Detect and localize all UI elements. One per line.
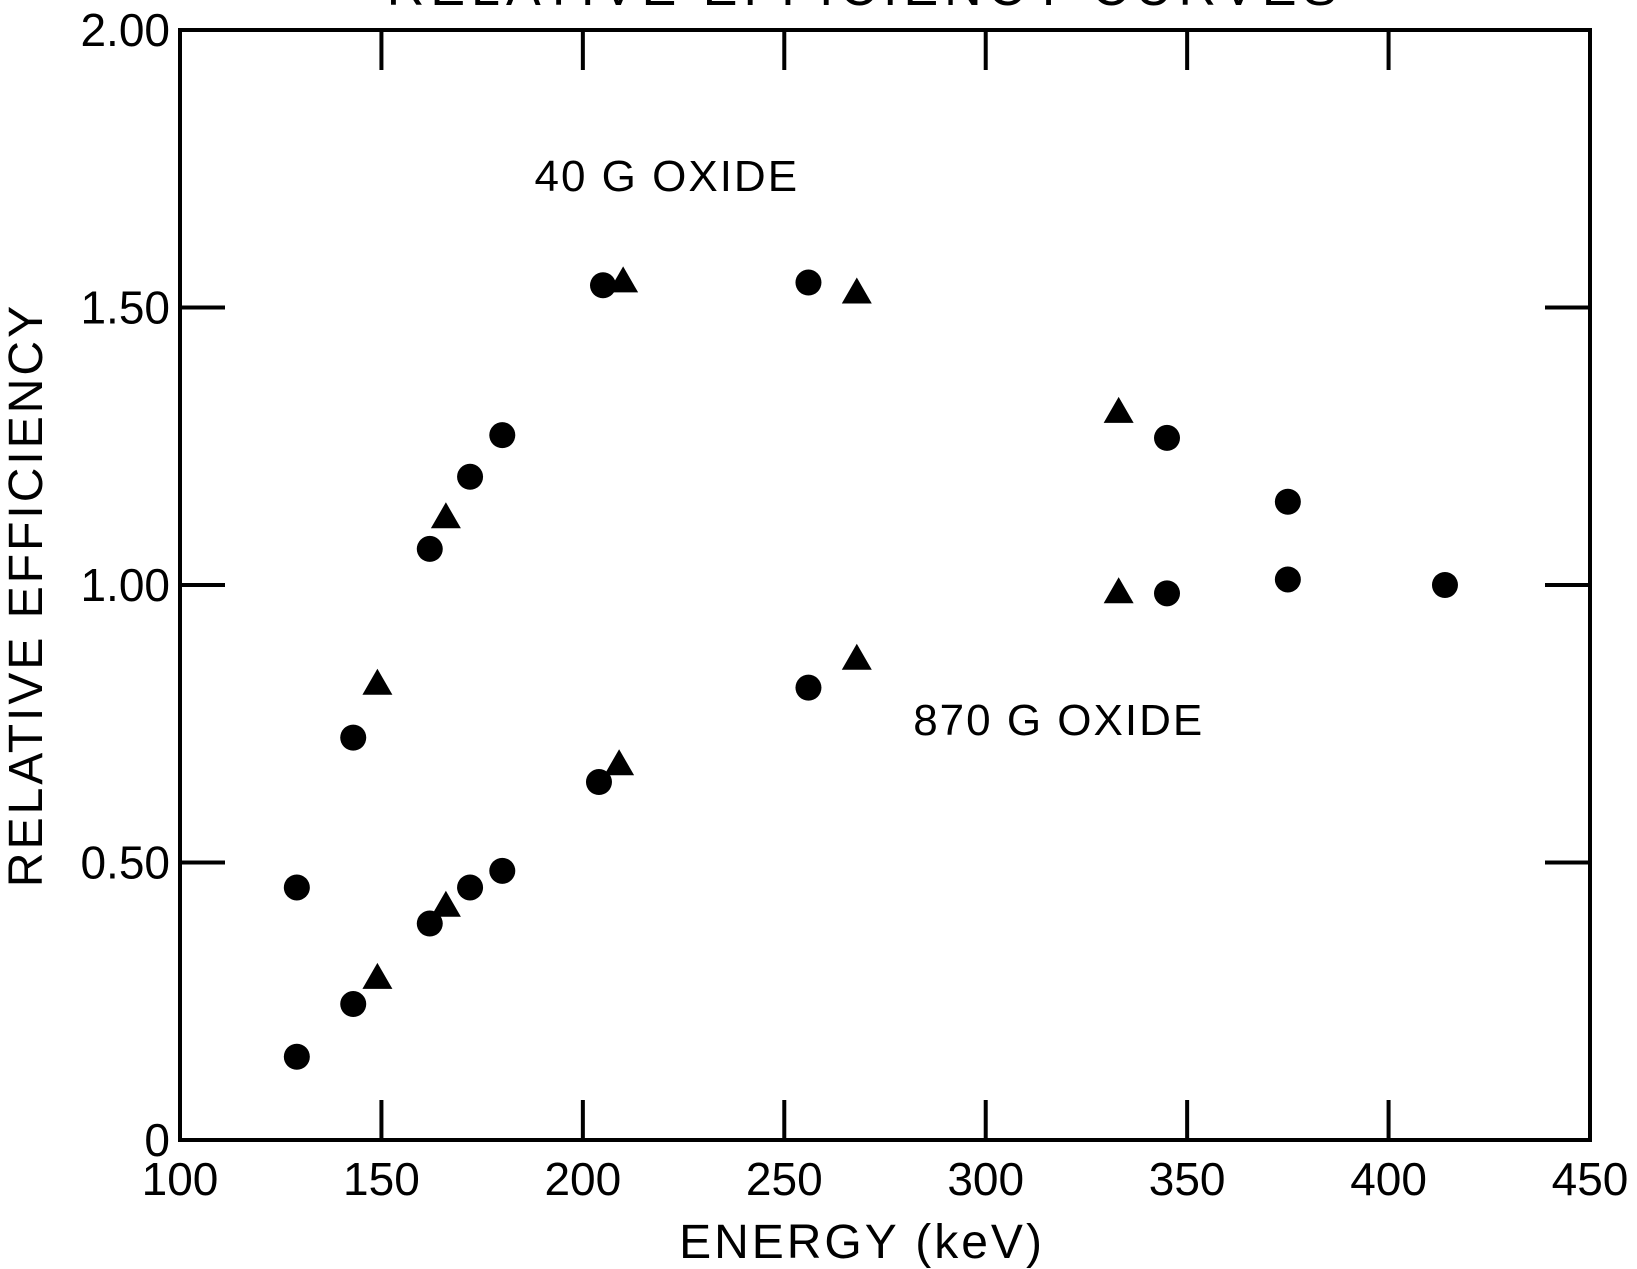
x-tick-label: 350 (1149, 1153, 1226, 1205)
triangle-point (362, 962, 393, 989)
triangle-point (604, 749, 635, 776)
x-tick-label: 450 (1552, 1153, 1629, 1205)
y-tick-label: 0.50 (80, 837, 170, 889)
x-tick-label: 100 (142, 1153, 219, 1205)
circle-point (416, 535, 443, 562)
circle-point (283, 1043, 310, 1070)
circle-point (1154, 424, 1180, 451)
x-tick-label: 250 (746, 1153, 823, 1205)
circle-point (590, 272, 616, 299)
x-tick-label: 200 (544, 1153, 621, 1205)
data-points (283, 266, 1458, 1070)
circle-point (795, 269, 822, 296)
triangle-point (608, 266, 639, 293)
circle-point (1431, 572, 1458, 598)
circle-point (416, 910, 443, 937)
series-annotation: 40 G OXIDE (535, 152, 800, 201)
x-tick-label: 150 (343, 1153, 420, 1205)
circle-point (340, 991, 367, 1018)
plot-frame (178, 28, 1592, 1142)
circle-point (489, 857, 516, 884)
circle-point (489, 422, 516, 449)
y-tick-label: 1.00 (80, 559, 170, 611)
x-tick-label: 300 (947, 1153, 1024, 1205)
annotations: 40 G OXIDE 870 G OXIDE (535, 152, 1204, 745)
y-tick-label: 0 (144, 1114, 170, 1166)
circle-point (457, 463, 484, 490)
circle-point (1274, 488, 1301, 515)
circle-point (1154, 580, 1180, 607)
triangle-point (430, 890, 461, 917)
y-axis-ticks: 0 0.50 1.00 1.50 2.00 (80, 4, 1590, 1166)
triangle-point (1103, 577, 1134, 604)
x-tick-label: 400 (1350, 1153, 1427, 1205)
chart-title: RELATIVE EFFICIENCY CURVES (387, 0, 1343, 17)
y-tick-label: 1.50 (80, 282, 170, 334)
circle-point (283, 874, 310, 901)
series-annotation: 870 G OXIDE (913, 696, 1204, 745)
x-axis-ticks: 100 150 200 250 300 350 400 450 (142, 30, 1629, 1205)
circle-point (585, 769, 612, 796)
triangle-point (841, 643, 872, 670)
triangle-point (1103, 396, 1134, 423)
triangle-point (430, 502, 461, 529)
circle-point (340, 724, 367, 751)
triangle-point (841, 277, 872, 304)
x-axis-title: ENERGY (keV) (679, 1216, 1045, 1269)
circle-point (457, 874, 484, 901)
circle-point (795, 674, 822, 701)
circle-point (1274, 566, 1301, 593)
y-tick-label: 2.00 (80, 4, 170, 56)
triangle-point (362, 668, 393, 695)
y-axis-title: RELATIVE EFFICIENCY (0, 303, 53, 887)
